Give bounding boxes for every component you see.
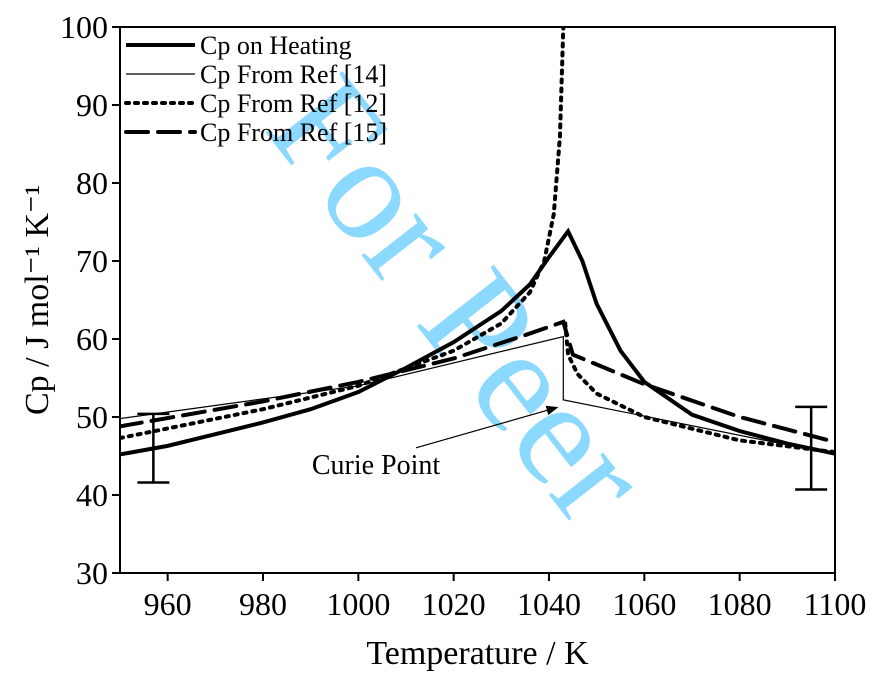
legend-label: Cp on Heating xyxy=(200,31,352,60)
x-tick-label: 1100 xyxy=(804,586,867,622)
y-tick-label: 50 xyxy=(76,399,108,435)
y-tick-label: 100 xyxy=(60,9,108,45)
legend-label: Cp From Ref [14] xyxy=(200,60,387,89)
legend-label: Cp From Ref [15] xyxy=(200,118,387,147)
x-axis-label: Temperature / K xyxy=(366,635,589,672)
x-tick-label: 1040 xyxy=(517,586,581,622)
x-tick-label: 960 xyxy=(144,586,192,622)
annotation-arrow xyxy=(415,405,559,449)
y-tick-label: 90 xyxy=(76,87,108,123)
x-tick-label: 1080 xyxy=(708,586,772,622)
y-tick-label: 60 xyxy=(76,321,108,357)
y-axis-label: Cp / J mol⁻¹ K⁻¹ xyxy=(19,185,56,415)
x-tick-label: 1020 xyxy=(422,586,486,622)
x-tick-label: 980 xyxy=(239,586,287,622)
series-line xyxy=(120,319,835,444)
plot-frame xyxy=(119,26,836,574)
y-tick-label: 70 xyxy=(76,243,108,279)
series-line xyxy=(120,27,835,455)
x-tick-label: 1000 xyxy=(326,586,390,622)
annotation: Curie Point xyxy=(312,450,441,481)
y-tick-label: 40 xyxy=(76,477,108,513)
y-tick-label: 30 xyxy=(76,555,108,591)
legend-label: Cp From Ref [12] xyxy=(200,89,387,118)
x-tick-label: 1060 xyxy=(612,586,676,622)
y-tick-label: 80 xyxy=(76,165,108,201)
